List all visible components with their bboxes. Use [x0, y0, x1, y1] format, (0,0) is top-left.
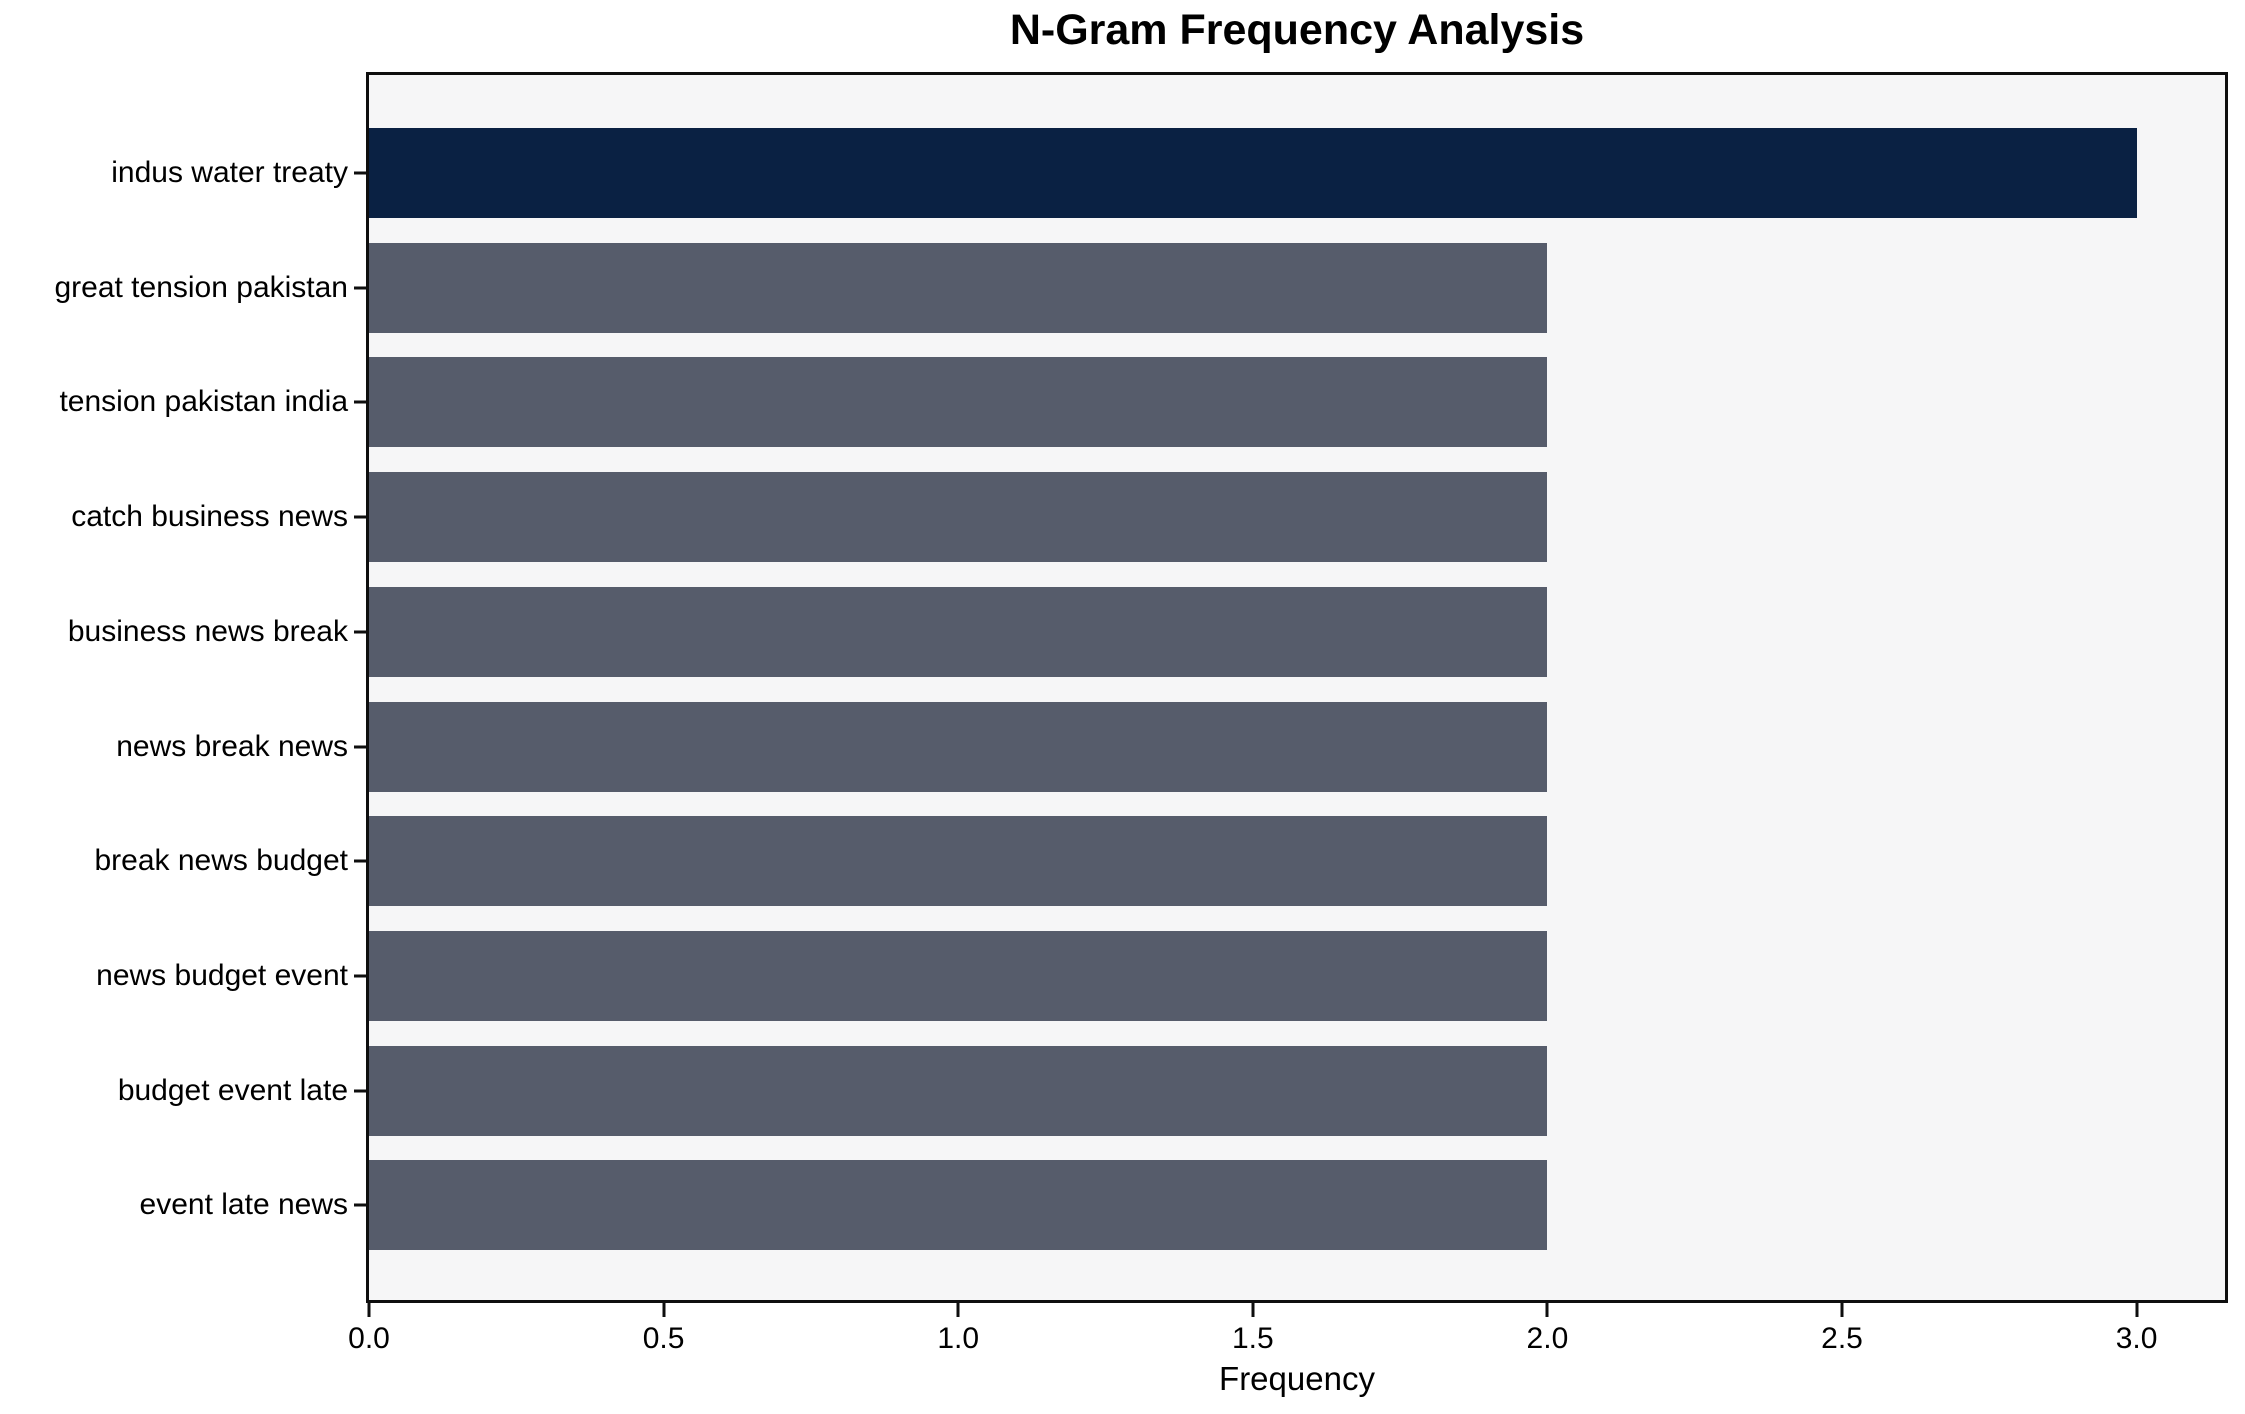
- x-tick-label: 0.0: [348, 1322, 390, 1355]
- chart-title: N-Gram Frequency Analysis: [1009, 6, 1585, 54]
- bar: [369, 472, 1547, 563]
- bar: [369, 242, 1547, 333]
- y-tick-mark: [354, 859, 366, 863]
- x-axis-label: Frequency: [1219, 1360, 1375, 1397]
- y-tick-mark: [354, 171, 366, 175]
- y-tick-mark: [354, 630, 366, 634]
- x-tick-label: 0.5: [642, 1322, 685, 1355]
- bar: [369, 816, 1547, 907]
- y-tick-mark: [354, 515, 366, 519]
- x-tick-mark: [1251, 1303, 1255, 1317]
- y-tick-label: tension pakistan india: [59, 385, 348, 419]
- y-tick-label: indus water treaty: [111, 156, 348, 189]
- x-tick-mark: [1840, 1303, 1844, 1317]
- x-tick-mark: [1545, 1303, 1549, 1317]
- x-tick-mark: [662, 1303, 666, 1317]
- bar: [369, 930, 1547, 1021]
- y-tick-mark: [354, 1203, 366, 1207]
- y-tick-mark: [354, 1089, 366, 1093]
- y-tick-mark: [354, 286, 366, 290]
- plot-area: [366, 72, 2228, 1303]
- y-tick-label: business news break: [67, 614, 348, 648]
- x-tick-mark: [367, 1303, 371, 1317]
- bar: [369, 1160, 1547, 1251]
- x-tick-mark: [956, 1303, 960, 1317]
- y-tick-label: catch business news: [71, 500, 348, 534]
- y-tick-label: news break news: [116, 729, 348, 763]
- x-tick-label: 3.0: [2115, 1322, 2158, 1355]
- y-tick-label: great tension pakistan: [54, 270, 348, 304]
- x-tick-label: 1.0: [937, 1322, 980, 1355]
- bar: [369, 357, 1547, 448]
- bar: [369, 128, 2137, 218]
- y-tick-label: break news budget: [94, 844, 348, 878]
- y-tick-mark: [354, 745, 366, 748]
- y-tick-label: budget event late: [117, 1073, 348, 1107]
- x-tick-label: 2.5: [1821, 1322, 1863, 1355]
- x-tick-mark: [2135, 1303, 2139, 1317]
- y-tick-mark: [354, 974, 366, 978]
- y-tick-mark: [354, 400, 366, 404]
- bar: [369, 701, 1547, 792]
- y-tick-label: news budget event: [96, 958, 348, 992]
- bar: [369, 1045, 1547, 1136]
- x-tick-label: 1.5: [1231, 1322, 1274, 1355]
- x-tick-label: 2.0: [1526, 1322, 1569, 1355]
- bar: [369, 586, 1547, 677]
- y-tick-label: event late news: [139, 1188, 348, 1222]
